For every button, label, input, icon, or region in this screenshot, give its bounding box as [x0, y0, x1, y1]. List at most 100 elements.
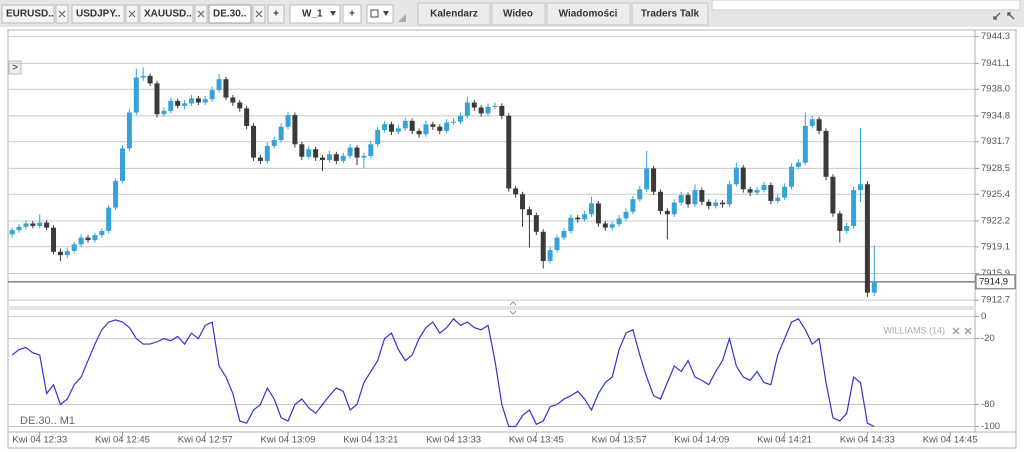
candle: [195, 95, 201, 106]
x-tick-label: Kwi 04 13:09: [261, 435, 316, 446]
candle-body: [823, 130, 829, 177]
separator-handle[interactable]: [509, 301, 517, 315]
candle-body: [706, 201, 712, 206]
y-tick-label: 7944.3: [981, 31, 1010, 42]
candle-body: [313, 149, 319, 158]
candle: [602, 220, 608, 231]
window-icons[interactable]: [993, 12, 1015, 20]
candle: [623, 208, 629, 221]
tab[interactable]: [1, 4, 55, 24]
expand-button[interactable]: [8, 60, 22, 75]
candle: [16, 224, 22, 233]
candle: [533, 212, 539, 236]
candle: [782, 183, 788, 201]
candle-body: [92, 235, 98, 241]
candle-body: [761, 185, 767, 191]
tab-active[interactable]: [208, 4, 252, 24]
candle: [485, 103, 491, 116]
dropdown-arrow: [383, 11, 389, 16]
candle-body: [237, 102, 243, 109]
candle-body: [533, 215, 539, 232]
candle: [844, 222, 850, 234]
candle-body: [747, 189, 753, 193]
x-tick-label: Kwi 04 14:21: [757, 435, 812, 446]
candle-body: [582, 214, 588, 220]
chart-type-icon: [370, 9, 379, 18]
candle-body: [292, 115, 298, 145]
candle: [444, 119, 450, 134]
y-tick-label: 7919.1: [981, 241, 1010, 252]
candle: [168, 97, 174, 114]
candle: [637, 185, 643, 202]
candle: [761, 181, 767, 193]
candle-body: [216, 79, 222, 91]
candle-body: [837, 213, 843, 231]
candle: [161, 107, 167, 117]
candle: [630, 195, 636, 215]
candle-body: [554, 237, 560, 251]
tab-bar: EURUSD.. USDJPY.. XAUUSD.. DE.30.. + W_1…: [1, 4, 406, 24]
candle-body: [651, 168, 657, 192]
candle-body: [526, 209, 532, 216]
candle: [685, 192, 691, 208]
y-tick-label: 7925.4: [981, 189, 1010, 200]
candle-body: [754, 190, 760, 193]
candle-body: [513, 188, 519, 195]
candle: [726, 180, 732, 207]
indicator-icons[interactable]: [952, 327, 972, 335]
candle-body: [347, 147, 353, 156]
nav-tab[interactable]: [631, 2, 709, 26]
candle-body: [864, 184, 870, 293]
candle-body: [375, 130, 381, 145]
candle-body: [113, 180, 119, 208]
x-tick-label: Kwi 04 13:45: [509, 435, 564, 446]
candle: [51, 225, 57, 255]
candle-body: [685, 195, 691, 205]
candle: [733, 162, 739, 187]
candle: [57, 248, 63, 261]
candle-body: [251, 125, 257, 158]
candle: [720, 200, 726, 208]
search-area[interactable]: [711, 0, 1021, 11]
candle: [513, 185, 519, 198]
candle: [478, 105, 484, 117]
y-tick-label: -80: [981, 399, 995, 410]
tool-icon[interactable]: [398, 14, 406, 22]
nav-label: Traders Talk: [641, 9, 700, 20]
candle: [133, 68, 139, 116]
candle: [361, 152, 367, 169]
dropdown-arrow: [330, 11, 336, 16]
candle-body: [809, 119, 815, 126]
candle: [423, 120, 429, 137]
candle: [292, 112, 298, 148]
tab[interactable]: [139, 4, 194, 24]
candle-body: [471, 102, 477, 108]
add-tab[interactable]: [267, 4, 285, 24]
candle-body: [168, 100, 174, 111]
y-tick-label: 0: [981, 311, 986, 322]
candle-body: [195, 98, 201, 103]
candle: [375, 126, 381, 147]
candle: [871, 245, 877, 296]
candle-body: [9, 230, 15, 235]
candle-body: [147, 75, 153, 84]
nav-tab[interactable]: [417, 2, 491, 26]
candle: [368, 140, 374, 159]
candle-body: [637, 189, 643, 200]
candle-body: [161, 110, 167, 115]
candle-body: [457, 115, 463, 122]
candle-body: [699, 190, 705, 202]
tab[interactable]: [71, 4, 125, 24]
candle-body: [340, 155, 346, 161]
candle-body: [547, 250, 553, 261]
y-tick-label: 7941.1: [981, 58, 1010, 69]
candle: [664, 208, 670, 240]
nav-tab[interactable]: [546, 2, 631, 26]
candle-body: [223, 79, 229, 98]
add-button[interactable]: [342, 4, 362, 24]
candle: [9, 227, 15, 238]
nav-tab[interactable]: [491, 2, 546, 26]
template-select[interactable]: [289, 4, 341, 24]
candle: [264, 142, 270, 164]
y-tick-label: 7934.8: [981, 110, 1010, 121]
